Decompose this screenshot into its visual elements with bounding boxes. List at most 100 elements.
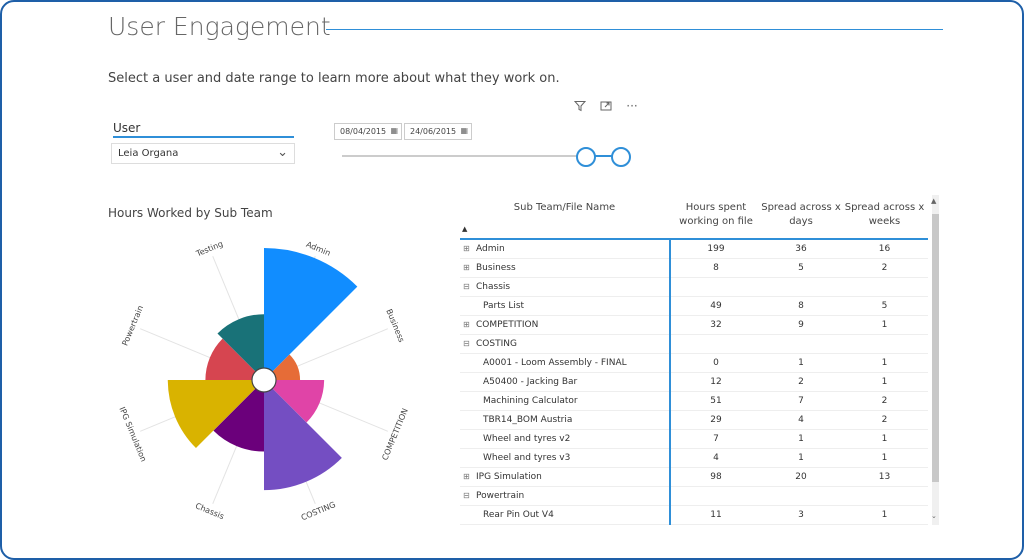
table-row[interactable]: ⊞ Business 8 5 2 <box>460 259 928 278</box>
row-hours: 12 <box>710 377 722 387</box>
table-row[interactable]: ⊞ COMPETITION 32 9 1 <box>460 316 928 335</box>
page-title: User Engagement <box>108 12 331 41</box>
engagement-matrix: Sub Team/File Name Hours spent working o… <box>460 195 930 525</box>
header-days[interactable]: Spread across x days <box>761 202 841 227</box>
row-name: COSTING <box>476 339 517 349</box>
row-hours: 49 <box>710 301 722 311</box>
row-weeks: 1 <box>881 510 888 520</box>
row-weeks: 1 <box>881 320 888 330</box>
end-date-input[interactable]: 24/06/2015 ▦ <box>404 123 472 140</box>
chevron-down-icon: ⌄ <box>277 145 288 160</box>
row-name: IPG Simulation <box>476 472 542 482</box>
row-weeks: 5 <box>881 301 888 311</box>
row-days: 7 <box>798 396 804 406</box>
calendar-icon[interactable]: ▦ <box>390 126 398 135</box>
row-name: Chassis <box>476 282 511 292</box>
row-name: Machining Calculator <box>483 396 578 406</box>
header-divider <box>460 238 928 240</box>
user-filter-underline <box>113 136 294 138</box>
polar-wedge-competition[interactable] <box>272 380 325 423</box>
page-subtitle: Select a user and date range to learn mo… <box>108 71 560 86</box>
polar-center <box>251 367 277 393</box>
row-hours: 98 <box>710 472 722 482</box>
end-date-value: 24/06/2015 <box>410 127 457 136</box>
sort-ascending-icon[interactable]: ▲ <box>462 225 468 233</box>
more-options-icon[interactable]: ··· <box>626 99 638 113</box>
polar-wedge-chassis[interactable] <box>213 388 264 452</box>
row-weeks: 1 <box>881 358 888 368</box>
column-divider <box>669 238 671 525</box>
row-days: 9 <box>798 320 804 330</box>
polar-category-label: COMPETITION <box>380 407 410 462</box>
table-row[interactable]: A50400 - Jacking Bar 12 2 1 <box>460 373 928 392</box>
header-sub-team[interactable]: Sub Team/File Name <box>513 202 616 213</box>
polar-category-label: Admin <box>305 240 332 258</box>
row-days: 36 <box>795 244 807 254</box>
polar-wedge-ipg-simulation[interactable] <box>167 380 256 449</box>
table-row[interactable]: ⊟ COSTING <box>460 335 928 354</box>
start-date-value: 08/04/2015 <box>340 127 387 136</box>
row-weeks: 2 <box>881 263 888 273</box>
focus-mode-icon[interactable] <box>598 99 614 113</box>
table-row[interactable]: ⊞ Admin 199 36 16 <box>460 240 928 259</box>
expand-icon[interactable]: ⊞ <box>463 320 470 329</box>
date-slider-start-handle[interactable] <box>576 147 596 167</box>
polar-wedge-admin[interactable] <box>264 248 358 372</box>
expand-icon[interactable]: ⊞ <box>463 244 470 253</box>
table-scrollbar-thumb[interactable] <box>932 214 939 482</box>
row-name: COMPETITION <box>476 320 539 330</box>
row-weeks: 1 <box>881 377 888 387</box>
row-days: 20 <box>795 472 807 482</box>
table-body: ⊞ Admin 199 36 16 ⊞ Business 8 5 2 ⊟ Chassis Parts L… <box>460 240 928 525</box>
expand-icon[interactable]: ⊞ <box>463 472 470 481</box>
table-row[interactable]: TBR14_BOM Austria 29 4 2 <box>460 411 928 430</box>
row-weeks: 1 <box>881 453 888 463</box>
table-row[interactable]: Parts List 49 8 5 <box>460 297 928 316</box>
row-days: 1 <box>798 453 804 463</box>
table-row[interactable]: Wheel and tyres v2 7 1 1 <box>460 430 928 449</box>
table-row[interactable]: ⊟ Powertrain <box>460 487 928 506</box>
row-name: Wheel and tyres v2 <box>483 434 571 444</box>
row-hours: 51 <box>710 396 722 406</box>
polar-wedge-business[interactable] <box>272 354 301 380</box>
row-name: A50400 - Jacking Bar <box>483 377 578 387</box>
chart-title: Hours Worked by Sub Team <box>108 206 273 220</box>
polar-category-label: COSTING <box>300 500 337 522</box>
header-weeks[interactable]: Spread across x weeks <box>844 202 925 227</box>
collapse-icon[interactable]: ⊟ <box>463 339 470 348</box>
user-dropdown[interactable]: Leia Organa ⌄ <box>111 143 295 164</box>
row-days: 2 <box>798 377 804 387</box>
row-hours: 199 <box>707 244 725 254</box>
row-weeks: 2 <box>881 415 888 425</box>
expand-icon[interactable]: ⊞ <box>463 263 470 272</box>
row-days: 1 <box>798 358 804 368</box>
start-date-input[interactable]: 08/04/2015 ▦ <box>334 123 402 140</box>
scroll-up-icon[interactable]: ▲ <box>931 197 937 205</box>
table-row[interactable]: Rear Pin Out V4 11 3 1 <box>460 506 928 525</box>
calendar-icon[interactable]: ▦ <box>460 126 468 135</box>
table-row[interactable]: Machining Calculator 51 7 2 <box>460 392 928 411</box>
scroll-down-icon[interactable]: ⌄ <box>931 512 937 520</box>
header-hours[interactable]: Hours spent working on file <box>679 202 753 227</box>
row-days: 4 <box>798 415 804 425</box>
polar-wedge-powertrain[interactable] <box>205 338 256 380</box>
row-hours: 32 <box>710 320 722 330</box>
polar-wedge-testing[interactable] <box>217 314 264 372</box>
table-row[interactable]: Wheel and tyres v3 4 1 1 <box>460 449 928 468</box>
row-name: Wheel and tyres v3 <box>483 453 571 463</box>
row-days: 5 <box>798 263 804 273</box>
collapse-icon[interactable]: ⊟ <box>463 282 470 291</box>
filter-icon[interactable] <box>572 99 588 113</box>
table-row[interactable]: ⊞ IPG Simulation 98 20 13 <box>460 468 928 487</box>
date-slider-end-handle[interactable] <box>611 147 631 167</box>
polar-wedge-costing[interactable] <box>264 388 342 491</box>
table-row[interactable]: ⊟ Chassis <box>460 278 928 297</box>
title-divider <box>326 29 943 30</box>
table-row[interactable]: A0001 - Loom Assembly - FINAL 0 1 1 <box>460 354 928 373</box>
date-slider-track[interactable] <box>342 155 585 157</box>
visual-toolbar: ··· <box>572 99 640 113</box>
date-slider-range <box>585 155 620 157</box>
collapse-icon[interactable]: ⊟ <box>463 491 470 500</box>
row-name: A0001 - Loom Assembly - FINAL <box>483 358 627 368</box>
